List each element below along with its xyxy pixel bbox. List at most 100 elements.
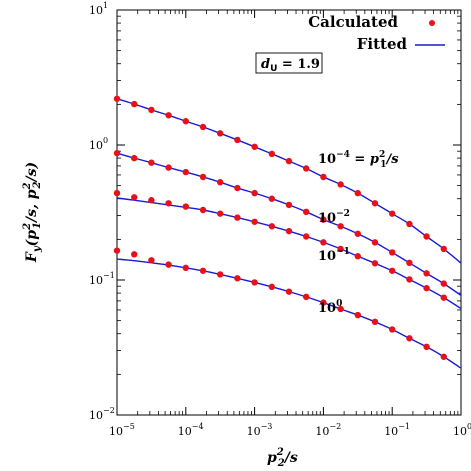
data-point-s2 (320, 239, 327, 246)
data-point-s2 (216, 210, 224, 217)
data-point-s0 (268, 150, 276, 158)
x-tick-label: 10−1 (384, 422, 410, 438)
y-tick-label: 10−2 (89, 406, 115, 422)
data-point-s1 (165, 164, 172, 171)
data-point-s2 (199, 206, 207, 214)
x-tick-label: 10−2 (315, 422, 341, 438)
svg-text:p22/s: p2 2/s (267, 447, 298, 469)
series-label-1e-4: 10−4 = p2 1/s (318, 150, 399, 170)
data-point-s1 (320, 216, 327, 223)
data-point-s0 (199, 123, 207, 131)
data-point-s2 (371, 260, 379, 267)
data-point-s3 (320, 299, 327, 306)
data-point-s3 (337, 305, 344, 313)
data-point-s2 (234, 214, 241, 221)
x-tick-label: 10−5 (109, 422, 135, 438)
x-tick-label: 100 (453, 422, 471, 438)
data-point-s0 (285, 157, 293, 165)
data-point-s2 (423, 284, 430, 292)
data-point-s0 (216, 130, 224, 137)
legend-marker-calculated (429, 20, 435, 26)
series-label-1e0: 100 (318, 299, 342, 316)
data-point-s3 (113, 247, 121, 254)
data-point-s1 (199, 173, 207, 181)
data-point-s0 (113, 95, 121, 102)
data-point-s0 (165, 112, 172, 119)
data-point-s3 (406, 335, 413, 342)
data-point-s2 (165, 200, 172, 207)
data-point-s0 (234, 136, 241, 144)
y-tick-label: 10−1 (89, 271, 115, 287)
plot-frame (116, 9, 462, 416)
data-point-s1 (216, 179, 224, 186)
series-label-1e-1: 10−1 (318, 247, 350, 264)
data-point-s3 (216, 271, 224, 278)
data-point-s2 (131, 194, 138, 201)
data-point-s2 (440, 294, 447, 301)
data-point-s0 (302, 165, 310, 172)
fitted-curve-3 (117, 258, 461, 370)
data-point-s1 (182, 168, 189, 176)
svg-text:Fy(p21/s, p22/s): Fy(p21/s, p22/s) (22, 162, 43, 263)
data-point-s3 (131, 251, 138, 258)
annotation-box: dU = 1.9 (255, 52, 323, 74)
data-point-s1 (371, 239, 379, 246)
data-point-s1 (406, 259, 413, 267)
data-point-s0 (389, 210, 396, 217)
data-point-s1 (423, 270, 430, 277)
data-point-s3 (251, 279, 258, 286)
axis-ticks (116, 9, 462, 416)
data-point-s1 (285, 201, 293, 209)
data-point-s0 (354, 189, 361, 197)
fitted-curve-0 (117, 98, 461, 265)
data-point-s2 (406, 276, 413, 283)
tick-labels: 10−5 10−4 10−3 10−2 10−1 100 10−2 10−1 100 101 (89, 1, 471, 438)
data-point-s2 (182, 203, 189, 210)
calculated-points (113, 95, 447, 360)
data-point-s1 (268, 195, 276, 202)
legend-label-calculated: Calculated (308, 13, 398, 31)
y-tick-label: 100 (89, 136, 108, 152)
data-point-s3 (268, 283, 276, 291)
series-labels: 10−4 = p2 1/s 10−2 10−1 100 (318, 150, 399, 316)
data-point-s2 (337, 245, 344, 253)
data-point-s3 (389, 326, 396, 333)
data-point-s2 (354, 253, 361, 260)
data-point-s2 (268, 223, 276, 230)
data-point-s1 (302, 208, 310, 215)
data-point-s0 (423, 233, 430, 240)
data-point-s3 (354, 311, 361, 319)
data-point-s3 (423, 343, 430, 350)
data-point-s1 (389, 249, 396, 256)
data-point-s2 (148, 197, 155, 204)
data-point-s3 (302, 293, 310, 301)
data-point-s2 (302, 233, 310, 240)
data-point-s2 (251, 218, 258, 225)
data-point-s1 (148, 159, 155, 166)
series-label-1e-2: 10−2 (318, 209, 350, 226)
data-point-s3 (285, 288, 293, 295)
y-axis-title: Fy(p21/s, p22/s) (22, 162, 43, 263)
data-point-s1 (251, 189, 258, 197)
data-point-s1 (337, 223, 344, 230)
data-point-s2 (389, 267, 396, 274)
data-point-s1 (131, 154, 138, 162)
data-point-s0 (406, 220, 413, 228)
data-point-s0 (320, 173, 327, 181)
data-point-s3 (165, 261, 172, 268)
data-point-s2 (285, 227, 293, 235)
svg-text:dU = 1.9: dU = 1.9 (261, 57, 320, 74)
legend: Calculated Fitted (308, 13, 445, 53)
data-point-s0 (148, 106, 155, 114)
data-point-s3 (182, 264, 189, 272)
data-point-s3 (148, 257, 155, 264)
data-point-s3 (440, 353, 447, 360)
y-tick-label: 101 (89, 1, 108, 17)
data-point-s0 (337, 181, 344, 188)
data-point-s3 (199, 267, 207, 274)
data-point-s3 (371, 318, 379, 326)
data-point-s0 (131, 100, 138, 108)
data-point-s0 (182, 118, 189, 125)
data-point-s1 (354, 230, 361, 237)
